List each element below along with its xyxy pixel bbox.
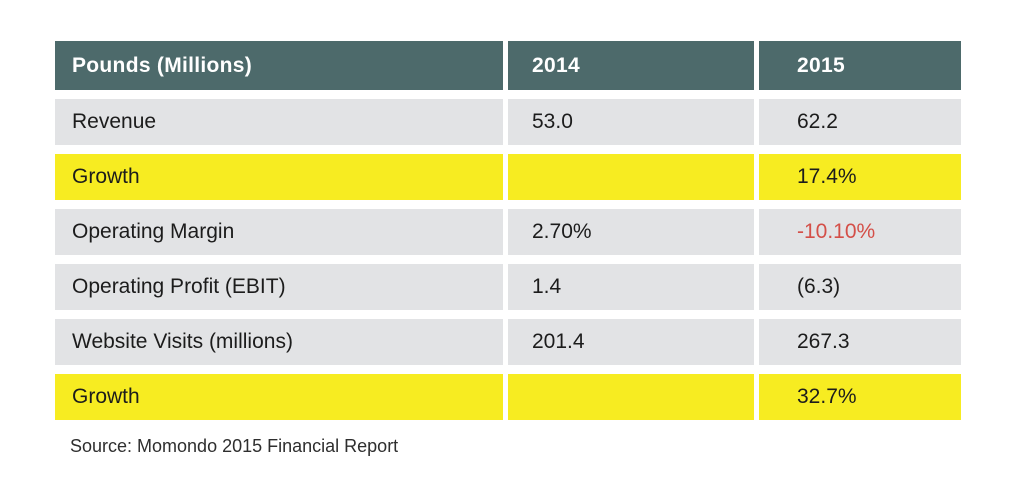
table-body: Revenue 53.0 62.2 Growth 17.4% Operating Marg… [55,99,961,420]
value-2014 [508,154,754,200]
value-2014 [508,374,754,420]
value-2015: 62.2 [759,99,961,145]
value-2015: -10.10% [759,209,961,255]
value-2015: 32.7% [759,374,961,420]
value-2014: 2.70% [508,209,754,255]
row-label: Revenue [55,99,503,145]
header-pounds-millions: Pounds (Millions) [55,41,503,90]
row-label: Growth [55,154,503,200]
header-2014: 2014 [508,41,754,90]
row-label: Website Visits (millions) [55,319,503,365]
value-2015: (6.3) [759,264,961,310]
value-2014: 53.0 [508,99,754,145]
header-2015: 2015 [759,41,961,90]
row-label: Operating Profit (EBIT) [55,264,503,310]
table-row: Growth 17.4% [55,154,961,200]
value-2014: 201.4 [508,319,754,365]
table-row: Website Visits (millions) 201.4 267.3 [55,319,961,365]
row-label: Growth [55,374,503,420]
header-row: Pounds (Millions) 2014 2015 [55,41,961,90]
row-label: Operating Margin [55,209,503,255]
table-row: Growth 32.7% [55,374,961,420]
financial-table: Pounds (Millions) 2014 2015 Revenue 53.0 6… [50,32,966,429]
value-2015: 17.4% [759,154,961,200]
table-row: Operating Profit (EBIT) 1.4 (6.3) [55,264,961,310]
source-note: Source: Momondo 2015 Financial Report [70,436,399,456]
value-2014: 1.4 [508,264,754,310]
table-row: Revenue 53.0 62.2 [55,99,961,145]
value-2015: 267.3 [759,319,961,365]
table-row: Operating Margin 2.70% -10.10% [55,209,961,255]
